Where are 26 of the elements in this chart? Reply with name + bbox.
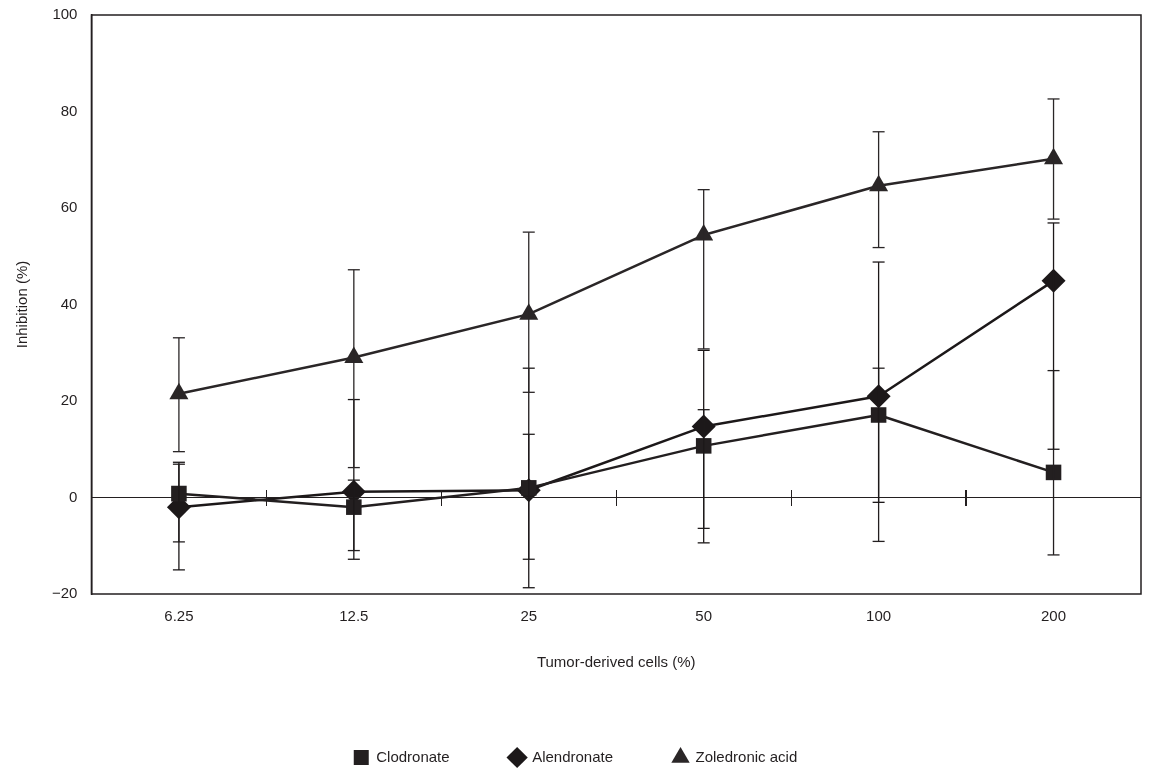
y-tick-label: 0: [69, 487, 78, 505]
y-tick-label: 100: [52, 5, 78, 23]
point: [1041, 268, 1066, 293]
point: [519, 303, 539, 320]
point: [870, 407, 887, 423]
point: [691, 414, 716, 439]
legend-label: Clodronate: [376, 747, 450, 765]
y-tick-label: 60: [60, 198, 78, 216]
x-axis-title: Tumor-derived cells (%): [536, 653, 696, 671]
legend-label: Zoledronic acid: [695, 747, 798, 765]
point: [694, 224, 714, 241]
x-tick-label: 6.25: [164, 607, 194, 625]
y-tick-label: 20: [60, 391, 78, 409]
x-tick-label: 12.5: [339, 607, 369, 625]
legend-label: Alendronate: [532, 747, 614, 765]
y-axis-title: Inhibition (%): [13, 260, 31, 349]
point: [866, 384, 891, 409]
point: [695, 438, 712, 454]
y-tick-label: −20: [51, 584, 78, 602]
x-tick-label: 25: [520, 607, 538, 625]
x-tick-label: 50: [695, 607, 713, 625]
x-tick-label: 200: [1041, 607, 1067, 625]
y-tick-label: 40: [60, 294, 78, 312]
y-tick-label: 80: [60, 101, 78, 119]
point: [346, 499, 362, 515]
x-tick-label: 100: [866, 607, 892, 625]
